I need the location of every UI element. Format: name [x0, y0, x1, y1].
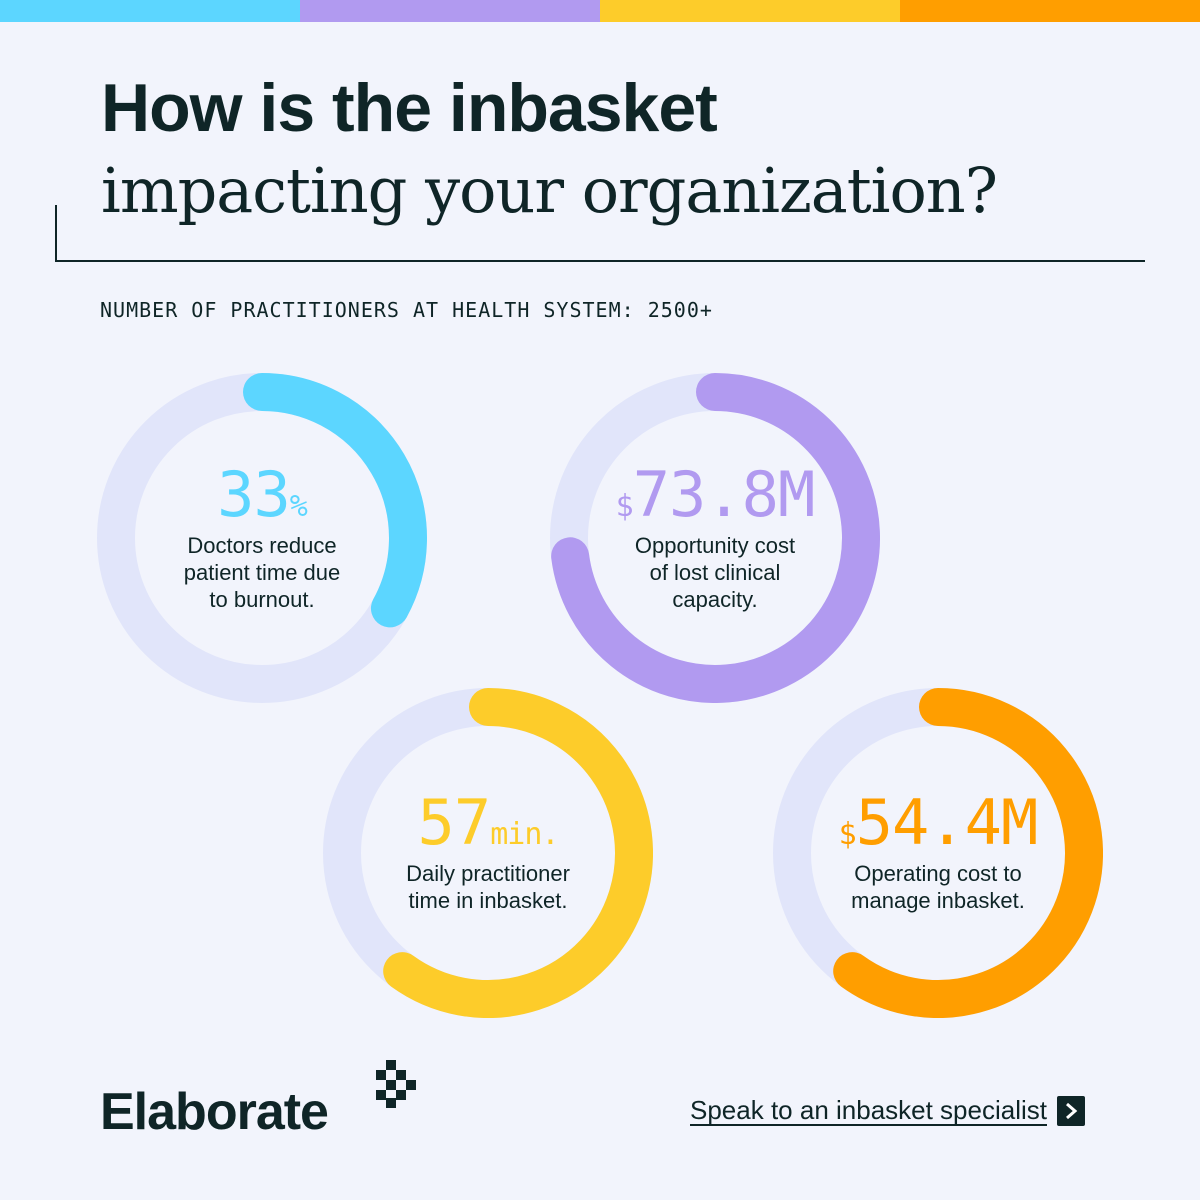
stat-number: 54.4M	[855, 786, 1039, 859]
title-line-2: impacting your organization?	[101, 154, 998, 227]
stat-number: 73.8M	[632, 457, 816, 531]
stat-prefix: $	[838, 817, 857, 852]
stat-ring-operating-cost: $54.4M Operating cost to manage inbasket…	[773, 688, 1103, 1018]
ring-chart-svg	[773, 688, 1103, 1018]
title-block: How is the inbasket impacting your organ…	[55, 60, 1145, 262]
stat-number: 33	[217, 457, 291, 531]
stat-value: 57min.	[418, 792, 560, 854]
top-color-bar	[0, 0, 1200, 22]
elaborate-logo: Elaborate	[100, 1060, 420, 1141]
title-line-1: How is the inbasket	[101, 70, 718, 146]
top-bar-segment-cyan	[0, 0, 300, 22]
cta-label[interactable]: Speak to an inbasket specialist	[690, 1095, 1047, 1125]
ring-progress-arc	[383, 688, 653, 1018]
stat-description: Doctors reduce patient time due to burno…	[183, 532, 341, 612]
top-bar-segment-orange	[900, 0, 1200, 22]
stat-ring-burnout: 33% Doctors reduce patient time due to b…	[97, 373, 427, 703]
practitioner-count-label: NUMBER OF PRACTITIONERS AT HEALTH SYSTEM…	[100, 298, 713, 322]
stat-description: Operating cost to manage inbasket.	[851, 861, 1025, 913]
stat-prefix: $	[615, 488, 634, 524]
top-bar-segment-purple	[300, 0, 600, 22]
title-rule-horizontal	[55, 260, 1145, 262]
speak-to-specialist-link[interactable]: Speak to an inbasket specialist	[690, 1095, 1085, 1126]
stat-description: Opportunity cost of lost clinical capaci…	[634, 532, 796, 612]
ring-chart-svg	[323, 688, 653, 1018]
stat-value: 33%	[217, 463, 308, 526]
stat-value: $54.4M	[838, 792, 1039, 854]
stat-description: Daily practitioner time in inbasket.	[406, 861, 570, 913]
logo-pixel-mark-icon	[376, 1060, 416, 1108]
stat-number: 57	[417, 786, 492, 859]
stat-ring-opportunity-cost: $73.8M Opportunity cost of lost clinical…	[550, 373, 880, 703]
logo-wordmark: Elaborate	[100, 1083, 329, 1141]
ring-chart-svg	[97, 373, 427, 703]
stat-suffix: min.	[490, 817, 559, 852]
ring-progress-arc	[833, 688, 1103, 1018]
ring-progress-arc	[243, 373, 427, 628]
ring-chart-svg	[550, 373, 880, 703]
title-rule-vertical	[55, 205, 57, 262]
stat-value: $73.8M	[615, 463, 816, 526]
chevron-right-icon[interactable]	[1057, 1095, 1085, 1126]
ring-progress-arc	[551, 373, 880, 703]
stat-suffix: %	[289, 488, 308, 524]
stat-ring-daily-time: 57min. Daily practitioner time in inbask…	[323, 688, 653, 1018]
top-bar-segment-yellow	[600, 0, 900, 22]
